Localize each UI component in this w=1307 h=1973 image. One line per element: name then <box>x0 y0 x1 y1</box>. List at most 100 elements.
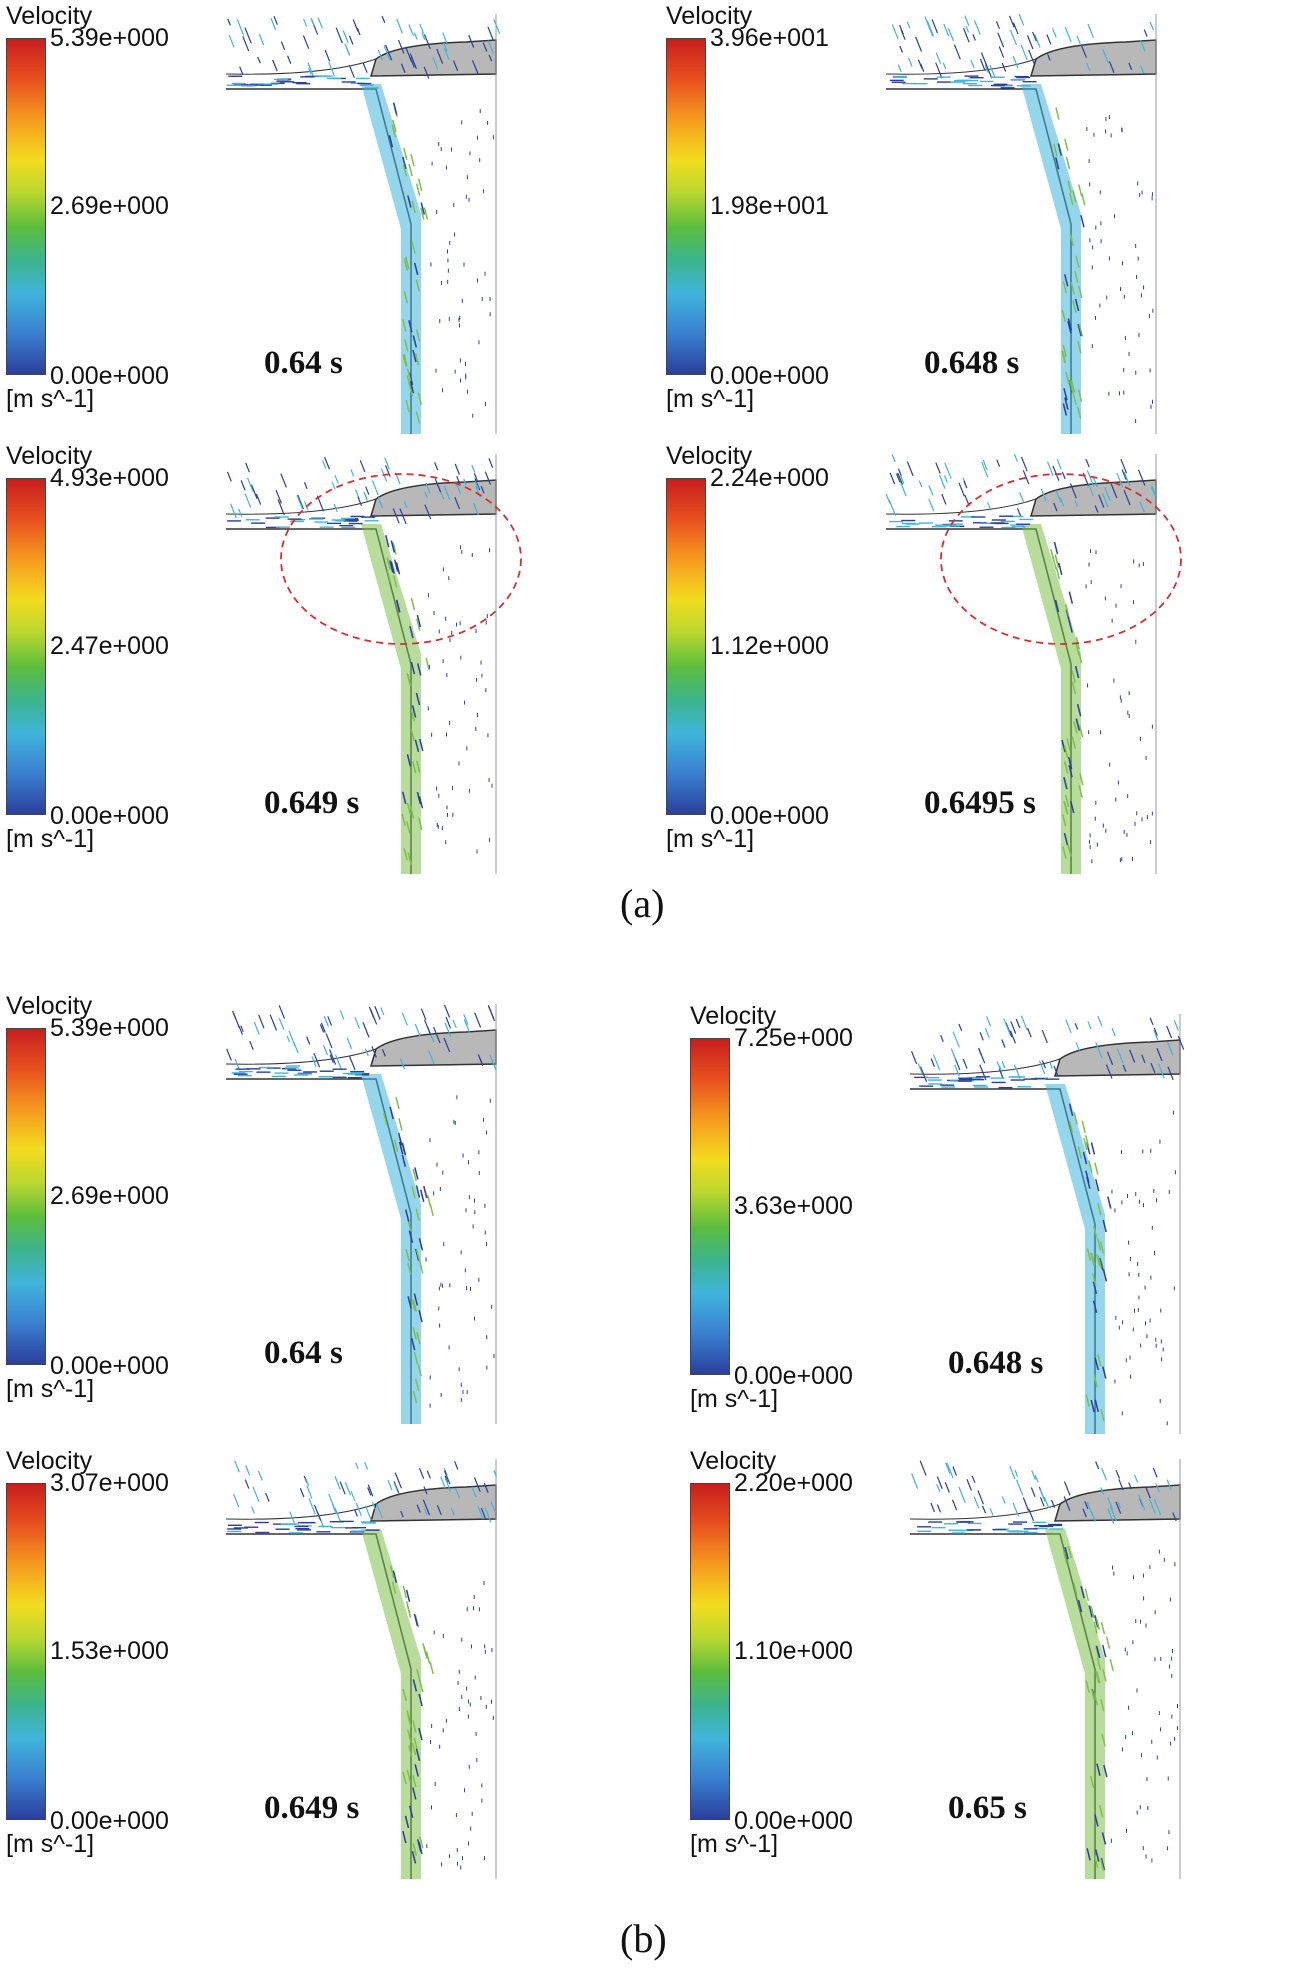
time-label: 0.6495 s <box>924 785 1036 821</box>
velocity-vector <box>493 19 501 35</box>
velocity-vector <box>421 32 426 41</box>
velocity-vector <box>1019 492 1025 504</box>
velocity-vector <box>443 1467 448 1476</box>
velocity-vector <box>954 1064 960 1077</box>
velocity-vector <box>405 1248 410 1262</box>
velocity-vector <box>1059 497 1065 507</box>
velocity-vector <box>1150 486 1156 497</box>
velocity-vector <box>349 1056 356 1071</box>
velocity-vector <box>895 473 901 483</box>
velocity-vector <box>1138 1494 1146 1511</box>
velocity-vector <box>406 1605 412 1618</box>
velocity-vector <box>399 508 407 525</box>
velocity-vector <box>1157 1063 1165 1079</box>
velocity-vector <box>1081 1120 1086 1133</box>
velocity-vector <box>308 1498 316 1515</box>
velocity-vector <box>416 614 422 628</box>
velocity-vector <box>419 1680 424 1693</box>
velocity-vector <box>935 462 941 474</box>
panel-b3: Velocity 3.07e+000 1.53e+000 0.00e+000 [… <box>0 1445 640 1885</box>
velocity-vector <box>1077 1599 1083 1613</box>
velocity-vector <box>412 1843 417 1856</box>
velocity-vector <box>1128 62 1133 71</box>
velocity-vector <box>389 1106 394 1120</box>
colorbar-unit: [m s^-1] <box>666 385 755 413</box>
velocity-vector <box>289 1511 296 1525</box>
velocity-vector <box>480 486 485 494</box>
velocity-vector <box>404 1815 410 1829</box>
velocity-vector <box>1111 1027 1116 1037</box>
velocity-vector <box>416 1332 421 1345</box>
velocity-vector-field <box>886 14 1157 434</box>
velocity-vector <box>944 1482 950 1493</box>
velocity-vector <box>1108 61 1115 73</box>
velocity-vector <box>1101 493 1109 508</box>
colorbar-max: 2.24e+000 <box>710 464 829 492</box>
velocity-vector <box>422 1499 431 1516</box>
velocity-vector <box>1166 1041 1174 1056</box>
colorbar-unit: [m s^-1] <box>6 825 95 853</box>
velocity-vector <box>324 49 331 62</box>
velocity-vector <box>1068 620 1073 633</box>
time-label: 0.648 s <box>948 1345 1044 1381</box>
velocity-vector <box>408 384 414 397</box>
velocity-vector <box>334 474 339 484</box>
velocity-vector <box>474 478 481 491</box>
velocity-vector <box>302 35 310 49</box>
velocity-vector <box>1090 1605 1095 1619</box>
velocity-vector-field <box>910 1459 1181 1879</box>
velocity-vector <box>1166 1025 1173 1039</box>
velocity-vector <box>311 1056 317 1067</box>
colorbar-max: 3.96e+001 <box>710 24 829 52</box>
velocity-vector <box>405 46 413 63</box>
velocity-vector <box>402 354 407 368</box>
velocity-vector <box>1031 1469 1037 1480</box>
velocity-vector <box>423 34 431 50</box>
velocity-vector <box>982 459 988 471</box>
velocity-vector <box>958 1023 963 1032</box>
velocity-vector <box>423 1185 428 1199</box>
colorbar-title: Velocity <box>666 442 753 470</box>
velocity-vector <box>280 41 286 51</box>
velocity-vector <box>392 119 397 132</box>
velocity-vector <box>1012 22 1019 35</box>
velocity-vector <box>1041 1060 1047 1069</box>
velocity-vector <box>899 474 905 484</box>
velocity-vector <box>1077 389 1083 402</box>
velocity-vector <box>414 1764 419 1777</box>
velocity-vector <box>418 1727 423 1741</box>
velocity-vector <box>362 1022 370 1038</box>
velocity-colorbar <box>6 1028 46 1365</box>
velocity-vector <box>1009 1465 1016 1480</box>
velocity-vector <box>1068 1103 1074 1116</box>
velocity-vector <box>409 380 415 394</box>
velocity-vector <box>434 462 439 471</box>
velocity-vector <box>234 1058 241 1071</box>
velocity-vector <box>313 1052 321 1068</box>
velocity-vector <box>483 1482 489 1493</box>
velocity-vector <box>944 462 952 479</box>
velocity-vector <box>328 61 336 77</box>
velocity-vector <box>408 1230 414 1243</box>
velocity-vector <box>423 1486 428 1495</box>
velocity-vector <box>1090 1253 1095 1266</box>
velocity-vector <box>234 1460 240 1473</box>
velocity-vector <box>1012 55 1019 69</box>
velocity-vector <box>1080 215 1085 228</box>
velocity-vector <box>454 1461 459 1470</box>
velocity-vector <box>317 17 323 29</box>
velocity-vector <box>403 258 409 271</box>
velocity-vector <box>1149 21 1154 31</box>
velocity-vector <box>958 482 965 497</box>
velocity-vector <box>936 1476 943 1489</box>
velocity-vector <box>1120 458 1128 474</box>
time-label: 0.649 s <box>264 785 360 821</box>
velocity-vector <box>998 46 1005 58</box>
velocity-vector <box>385 44 393 61</box>
velocity-vector <box>452 60 459 71</box>
velocity-vector <box>1046 461 1054 477</box>
velocity-vector <box>307 62 314 77</box>
jet-band <box>1045 1529 1105 1879</box>
velocity-vector <box>1150 1062 1156 1074</box>
velocity-vector <box>407 1296 412 1309</box>
